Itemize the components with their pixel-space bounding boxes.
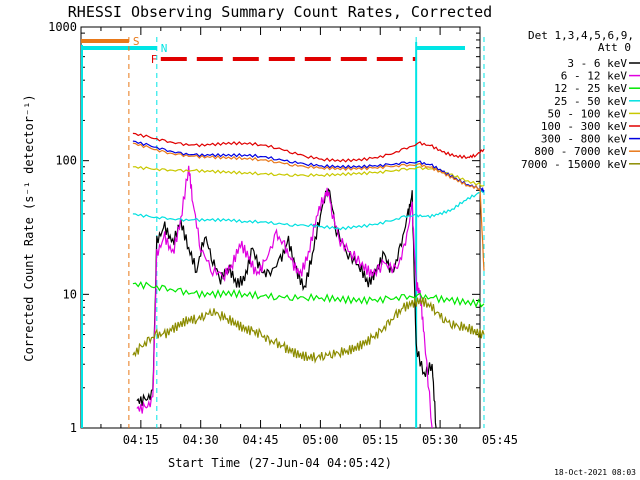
y-tick-label: 100 <box>55 154 77 168</box>
series-line-6 <box>132 140 485 193</box>
series-line-7 <box>132 142 485 271</box>
plot-frame <box>80 26 481 429</box>
series-line-5 <box>132 132 485 163</box>
series-line-0 <box>136 187 437 429</box>
legend-header-line1: Det 1,3,4,5,6,9, <box>528 29 634 42</box>
legend-header-line2: Att 0 <box>598 41 631 54</box>
x-tick-label: 04:15 <box>123 433 159 447</box>
flag-label-n: N <box>161 42 168 55</box>
series-line-2 <box>132 281 485 308</box>
x-tick-label: 04:30 <box>183 433 219 447</box>
legend-label-7: 800 - 7000 keV <box>534 145 627 158</box>
series-line-3 <box>132 189 485 231</box>
flag-label-f: F <box>151 53 158 66</box>
series-line-8 <box>132 297 485 364</box>
x-tick-label: 05:30 <box>422 433 458 447</box>
legend-label-3: 25 - 50 keV <box>554 95 627 108</box>
footer-timestamp: 18-Oct-2021 08:03 <box>554 468 636 477</box>
x-axis-label: Start Time (27-Jun-04 04:05:42) <box>168 456 392 470</box>
flag-label-s: S <box>133 35 140 48</box>
series-line-1 <box>136 165 433 429</box>
series-line-4 <box>132 165 485 187</box>
y-tick-label: 10 <box>63 287 77 301</box>
legend-label-4: 50 - 100 keV <box>548 107 628 120</box>
x-tick-label: 05:15 <box>362 433 398 447</box>
x-tick-label: 05:45 <box>482 433 518 447</box>
y-tick-label: 1 <box>70 421 77 435</box>
legend-label-1: 6 - 12 keV <box>561 70 628 83</box>
legend-label-0: 3 - 6 keV <box>567 57 627 70</box>
legend-label-5: 100 - 300 keV <box>541 120 627 133</box>
y-tick-label: 1000 <box>48 20 77 34</box>
x-tick-label: 05:00 <box>302 433 338 447</box>
legend-label-2: 12 - 25 keV <box>554 82 627 95</box>
legend-label-6: 300 - 800 keV <box>541 133 627 146</box>
x-tick-label: 04:45 <box>242 433 278 447</box>
legend-label-8: 7000 - 15000 keV <box>521 158 627 171</box>
chart-title: RHESSI Observing Summary Count Rates, Co… <box>68 3 492 21</box>
y-axis-label: Corrected Count Rate (s⁻¹ detector⁻¹) <box>22 94 36 361</box>
